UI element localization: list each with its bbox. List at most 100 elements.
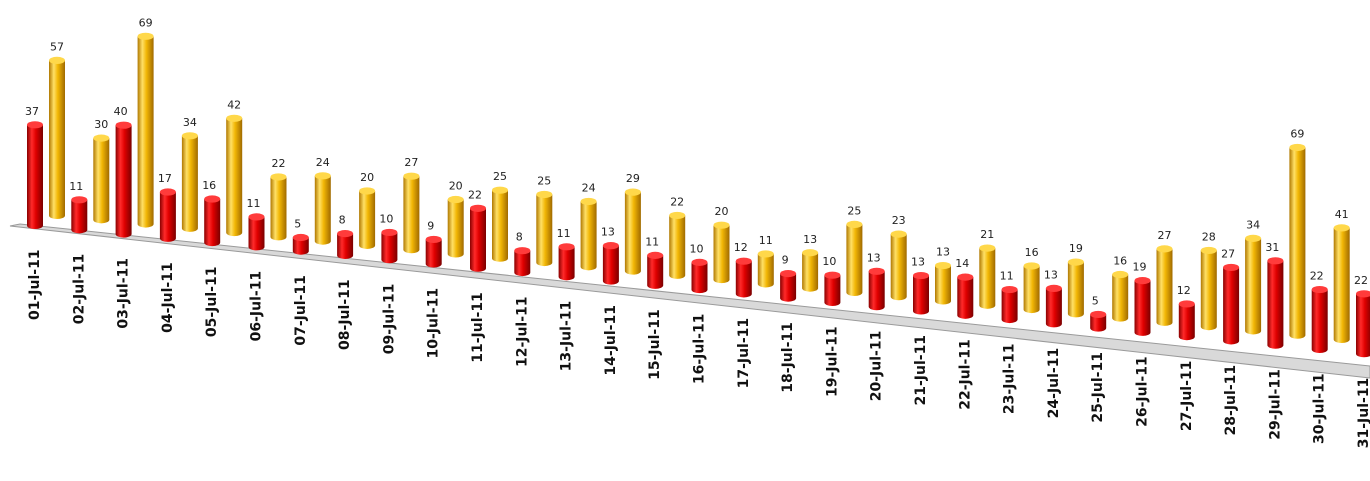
bar-series2	[713, 221, 730, 284]
data-label-series2: 69	[139, 16, 153, 29]
bar-series1	[1178, 300, 1195, 341]
x-tick-label: 05-Jul-11	[204, 267, 220, 338]
x-tick-label: 31-Jul-11	[1356, 378, 1370, 449]
data-label-series1: 9	[427, 219, 434, 232]
bar-series2	[1245, 234, 1262, 335]
data-label-series2: 19	[1069, 242, 1083, 255]
x-tick-label: 28-Jul-11	[1223, 365, 1239, 436]
data-label-series2: 24	[582, 181, 596, 194]
data-label-series2: 42	[227, 98, 241, 111]
data-label-series2: 16	[1113, 255, 1127, 268]
data-label-series1: 5	[294, 217, 301, 230]
data-label-series2: 28	[1202, 230, 1216, 243]
x-tick-label: 26-Jul-11	[1135, 356, 1151, 427]
bar-series1	[292, 233, 309, 255]
x-tick-label: 30-Jul-11	[1312, 373, 1328, 444]
bar-series1	[913, 271, 929, 315]
bar-series1	[868, 267, 885, 311]
bar-series2	[1333, 224, 1350, 344]
bar-series2	[359, 187, 376, 249]
data-label-series1: 40	[114, 105, 128, 118]
bar-series2	[580, 197, 597, 271]
bar-series2	[1289, 143, 1306, 339]
x-tick-label: 16-Jul-11	[692, 314, 708, 385]
bar-series1	[337, 230, 354, 259]
bar-series2	[1200, 246, 1217, 331]
data-label-series1: 5	[1092, 294, 1099, 307]
data-label-series2: 29	[626, 172, 640, 185]
data-label-series1: 17	[158, 172, 172, 185]
data-label-series1: 31	[1265, 241, 1279, 254]
bar-series2	[447, 195, 464, 258]
data-label-series2: 57	[50, 40, 64, 53]
bar-series2	[669, 211, 686, 279]
data-label-series1: 13	[601, 226, 615, 239]
bar-series1	[824, 271, 841, 306]
data-label-series2: 25	[493, 170, 507, 183]
bar-series1	[780, 270, 797, 302]
data-label-series1: 22	[468, 188, 482, 201]
data-label-series2: 16	[1025, 246, 1039, 259]
bar-series1	[957, 273, 974, 319]
bar-series1	[1001, 285, 1018, 324]
data-label-series1: 11	[69, 180, 83, 193]
bar-series2	[314, 172, 331, 245]
x-tick-label: 06-Jul-11	[249, 271, 265, 342]
bar-series1	[159, 188, 176, 242]
x-tick-label: 10-Jul-11	[426, 288, 442, 359]
bar-series2	[226, 114, 243, 237]
x-tick-label: 22-Jul-11	[957, 339, 973, 410]
data-label-series1: 14	[955, 257, 969, 270]
bar-series2	[137, 32, 154, 228]
data-label-series2: 20	[360, 171, 374, 184]
x-tick-label: 11-Jul-11	[470, 292, 486, 363]
x-tick-label: 27-Jul-11	[1179, 361, 1195, 432]
chart-floor	[9, 223, 1370, 379]
bar-series2	[181, 132, 198, 232]
bar-series1	[514, 247, 531, 277]
bar-series1	[71, 196, 88, 234]
data-label-series1: 11	[1000, 270, 1014, 283]
data-label-series2: 30	[94, 118, 108, 131]
data-label-series2: 24	[316, 156, 330, 169]
bar-series2	[979, 244, 996, 309]
data-label-series1: 11	[557, 227, 571, 240]
data-label-series2: 11	[759, 234, 773, 247]
data-label-series1: 11	[645, 235, 659, 248]
data-label-series1: 19	[1133, 261, 1147, 274]
bar-series2	[536, 190, 553, 267]
data-label-series1: 8	[339, 214, 346, 227]
bar-series1	[27, 121, 43, 230]
bar-series2	[93, 134, 110, 224]
data-label-series2: 13	[803, 233, 817, 246]
data-label-series1: 9	[782, 254, 789, 267]
data-label-series1: 22	[1310, 270, 1324, 283]
data-label-series2: 34	[1246, 218, 1260, 231]
bar-series2	[890, 230, 907, 301]
bar-series1	[425, 235, 442, 268]
x-tick-label: 24-Jul-11	[1046, 348, 1062, 419]
data-label-series1: 13	[911, 256, 925, 269]
data-label-series1: 27	[1221, 247, 1235, 260]
bar-series2	[802, 249, 819, 292]
x-tick-label: 07-Jul-11	[293, 275, 309, 346]
data-label-series2: 41	[1335, 208, 1349, 221]
bar-series1	[602, 242, 619, 285]
data-label-series1: 10	[379, 212, 393, 225]
data-label-series2: 22	[670, 195, 684, 208]
x-tick-label: 19-Jul-11	[824, 326, 840, 397]
bar-series2	[935, 261, 951, 305]
data-label-series2: 34	[183, 116, 197, 129]
data-label-series1: 12	[1177, 284, 1191, 297]
data-label-series1: 22	[1354, 274, 1368, 287]
bar-series1	[558, 243, 575, 281]
bar-series2	[846, 220, 863, 296]
data-label-series1: 37	[25, 105, 39, 118]
data-label-series2: 25	[847, 204, 861, 217]
bar-series1	[1045, 284, 1062, 328]
bar-series2	[403, 172, 420, 254]
data-label-series2: 69	[1290, 127, 1304, 140]
data-label-series2: 13	[936, 246, 950, 259]
bar-series1	[1223, 263, 1240, 345]
